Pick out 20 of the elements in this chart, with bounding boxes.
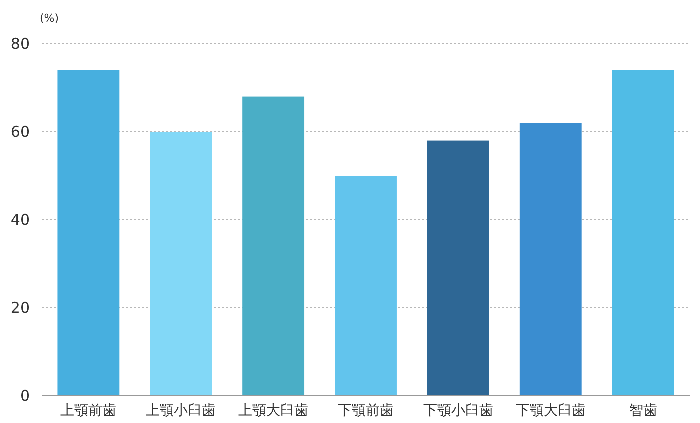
y-tick-label: 40 [10, 211, 30, 229]
bar [427, 140, 490, 396]
x-tick-label: 下顎小臼歯 [423, 403, 494, 419]
bar [150, 132, 212, 396]
bar [58, 70, 120, 396]
y-tick-label: 20 [10, 299, 30, 317]
y-tick-label: 0 [20, 387, 30, 405]
y-tick-label: 60 [10, 123, 30, 141]
bar [612, 70, 674, 396]
x-tick-label: 智歯 [629, 403, 658, 419]
x-tick-label: 上顎前歯 [60, 403, 117, 419]
y-tick-label: 80 [10, 35, 30, 53]
bar [335, 176, 397, 396]
bar [242, 96, 305, 396]
y-axis-title: (%) [40, 12, 60, 25]
x-tick-label: 上顎大臼歯 [238, 403, 309, 419]
x-tick-label: 上顎小臼歯 [146, 403, 216, 419]
x-tick-label: 下顎大臼歯 [516, 403, 586, 419]
bar [520, 123, 582, 396]
x-tick-label: 下顎前歯 [338, 403, 394, 419]
